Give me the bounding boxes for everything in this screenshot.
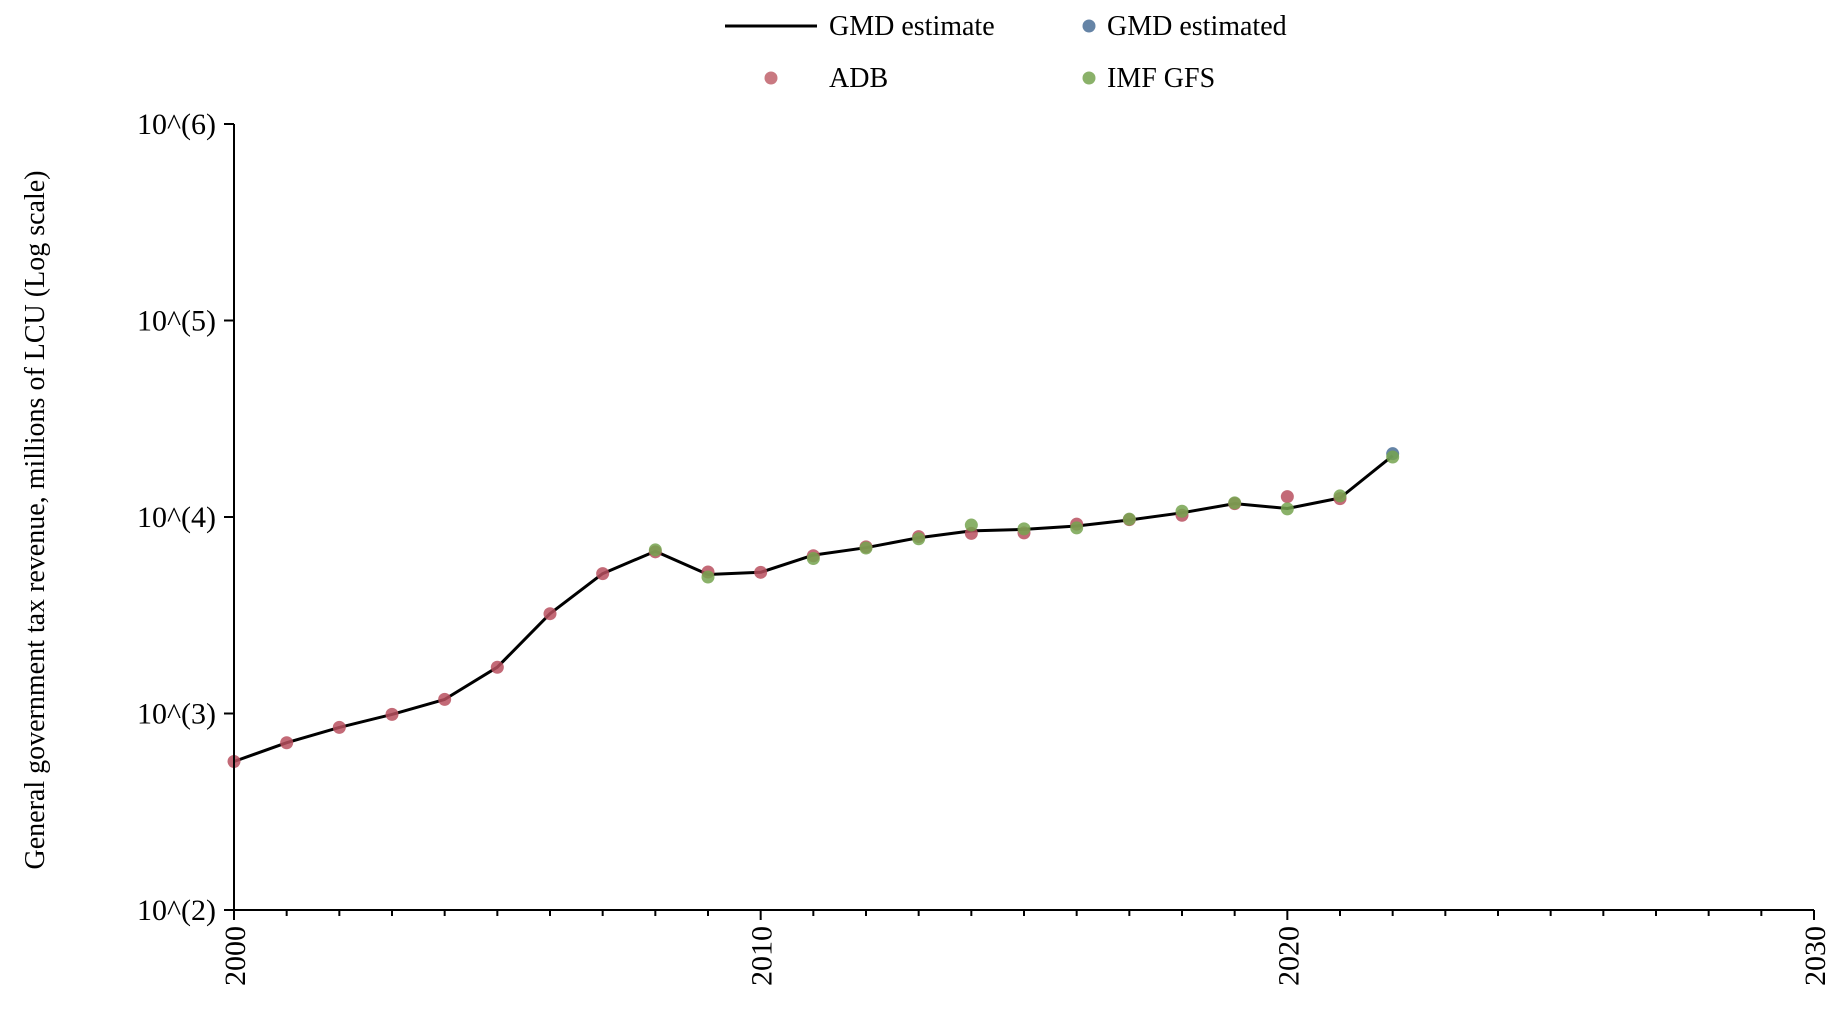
data-point-imf-gfs xyxy=(859,541,873,555)
legend: GMD estimate GMD estimated ADB IMF GFS xyxy=(725,11,1287,94)
data-point-adb xyxy=(385,707,399,721)
data-point-imf-gfs xyxy=(1386,450,1400,464)
legend-label-adb: ADB xyxy=(829,63,888,94)
data-point-adb xyxy=(1280,490,1294,504)
legend-marker-adb xyxy=(764,71,778,85)
x-tick-label: 2010 xyxy=(746,926,779,986)
legend-label-gmd-estimated: GMD estimated xyxy=(1107,11,1287,42)
data-point-imf-gfs xyxy=(964,518,978,532)
data-point-imf-gfs xyxy=(806,551,820,565)
data-point-imf-gfs xyxy=(701,570,715,584)
y-tick-label: 10^(4) xyxy=(137,501,216,534)
axes: 10^(2) 10^(3) 10^(4) 10^(5) 10^(6) 2000 2010 20… xyxy=(137,108,1832,986)
data-point-imf-gfs xyxy=(1280,502,1294,516)
y-tick-label: 10^(6) xyxy=(137,108,216,141)
data-point-imf-gfs xyxy=(1122,512,1136,526)
data-point-imf-gfs xyxy=(912,532,926,546)
data-point-imf-gfs xyxy=(648,543,662,557)
y-tick-label: 10^(3) xyxy=(137,698,216,731)
legend-label-imf-gfs: IMF GFS xyxy=(1107,63,1215,94)
data-point-adb xyxy=(332,720,346,734)
data-point-imf-gfs xyxy=(1175,504,1189,518)
x-tick-label: 2020 xyxy=(1272,926,1305,986)
x-tick-label: 2030 xyxy=(1799,926,1832,986)
y-tick-label: 10^(2) xyxy=(137,894,216,927)
legend-label-gmd-estimate: GMD estimate xyxy=(829,11,995,42)
data-point-adb xyxy=(280,736,294,750)
data-point-imf-gfs xyxy=(1333,489,1347,503)
data-point-adb xyxy=(596,567,610,581)
plot-area xyxy=(227,447,1400,768)
data-point-imf-gfs xyxy=(1070,521,1084,535)
data-point-imf-gfs xyxy=(1017,522,1031,536)
data-point-adb xyxy=(543,607,557,621)
data-point-imf-gfs xyxy=(1228,496,1242,510)
y-tick-label: 10^(5) xyxy=(137,305,216,338)
data-point-adb xyxy=(754,565,768,579)
x-tick-label: 2000 xyxy=(219,926,252,986)
data-point-adb xyxy=(438,692,452,706)
data-point-adb xyxy=(490,660,504,674)
legend-marker-gmd-estimated xyxy=(1082,19,1096,33)
y-axis-title: General government tax revenue, millions… xyxy=(20,171,51,870)
legend-marker-imf-gfs xyxy=(1082,71,1096,85)
series-line-gmd-estimate xyxy=(233,454,1394,763)
